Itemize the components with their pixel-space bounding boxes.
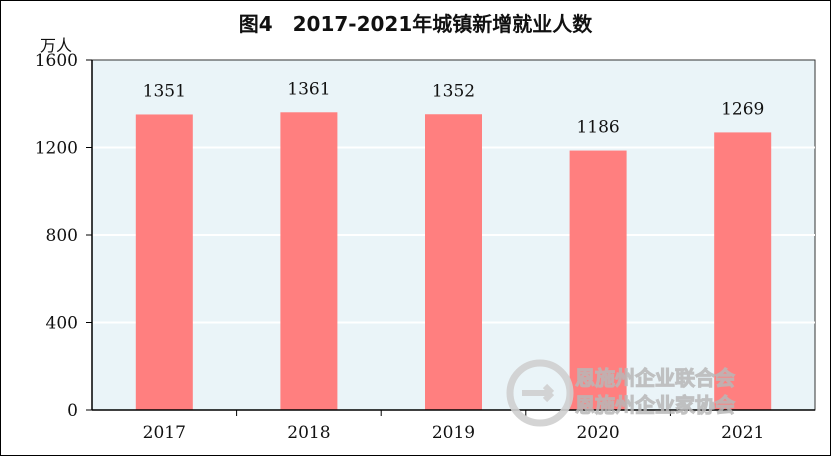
- y-tick-label: 1600: [35, 51, 78, 71]
- y-tick-labels: 0 400 800 1200 1600: [35, 51, 78, 421]
- watermark: 恩施州企业联合会 恩施州企业家协会: [506, 359, 736, 427]
- y-tick-label: 800: [46, 226, 78, 246]
- watermark-logo-icon: [506, 359, 574, 427]
- y-axis-unit-label: 万人: [40, 36, 73, 55]
- x-tick-labels: 2017 2018 2019 2020 2021: [143, 423, 765, 443]
- watermark-line2: 恩施州企业家协会: [575, 393, 735, 417]
- bar-value-label: 1186: [576, 118, 619, 138]
- bar-value-label: 1352: [432, 81, 475, 101]
- chart-title: 图4 2017-2021年城镇新增就业人数: [238, 12, 593, 36]
- bar: [135, 114, 193, 410]
- bars: [135, 112, 772, 410]
- x-tick-label: 2018: [287, 423, 330, 443]
- axes: [86, 59, 815, 416]
- y-tick-label: 0: [67, 401, 78, 421]
- x-tick-label: 2017: [143, 423, 186, 443]
- x-tick-label: 2019: [432, 423, 475, 443]
- x-tick-label: 2021: [721, 423, 764, 443]
- x-tick-label: 2020: [576, 423, 619, 443]
- bar-value-label: 1351: [143, 81, 186, 101]
- bar-value-label: 1269: [721, 99, 764, 119]
- watermark-arrow-icon: [522, 383, 555, 403]
- bar-value-label: 1361: [287, 79, 330, 99]
- y-tick-label: 400: [46, 314, 78, 334]
- bar-value-labels: 1351 1361 1352 1186 1269: [143, 79, 765, 137]
- bar: [425, 114, 482, 410]
- bar: [280, 112, 338, 410]
- watermark-line1: 恩施州企业联合会: [575, 366, 735, 390]
- bar: [714, 132, 772, 410]
- y-tick-label: 1200: [35, 139, 78, 159]
- bar: [569, 150, 627, 410]
